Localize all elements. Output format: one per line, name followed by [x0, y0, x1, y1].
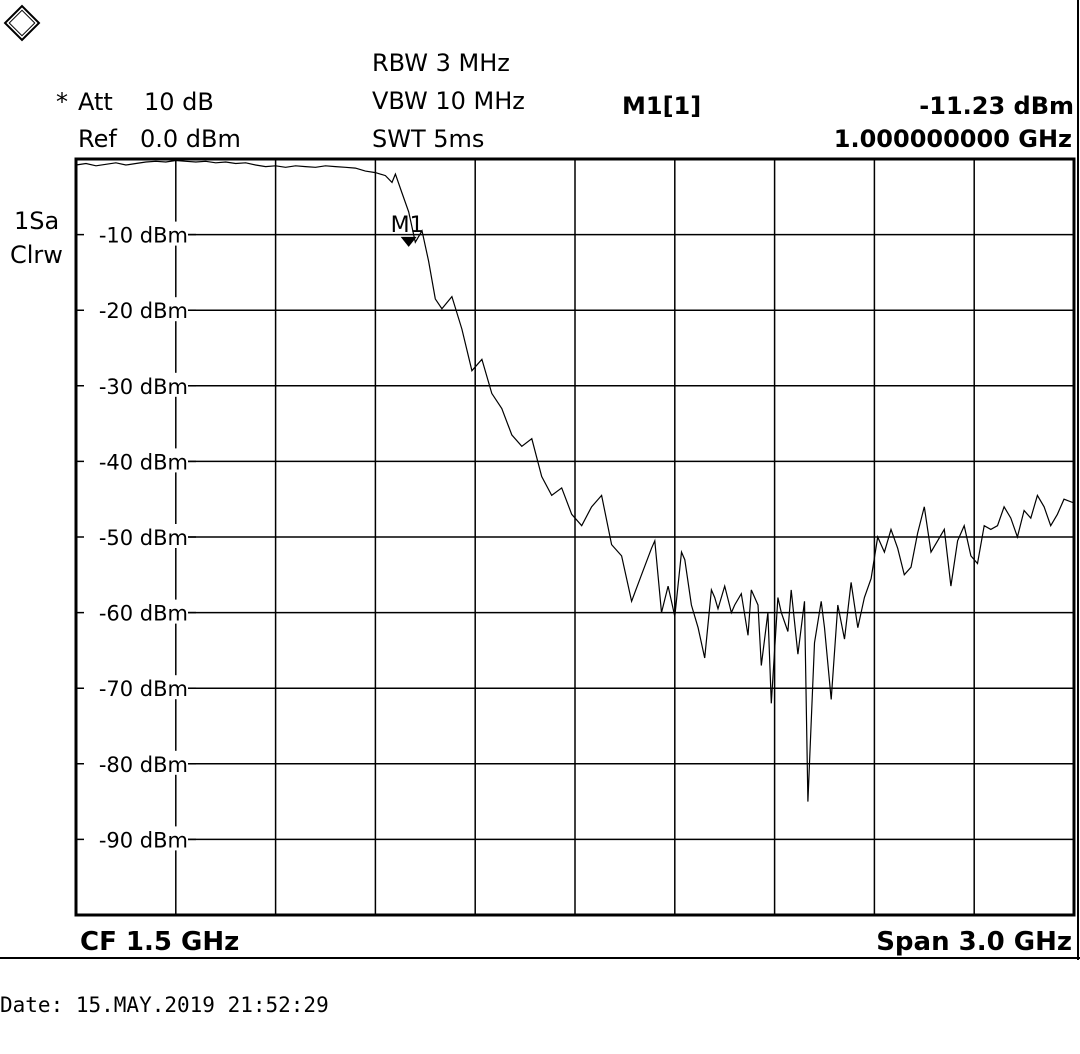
spectrum-chart: -10 dBm -20 dBm -30 dBm -40 dBm -50 dBm -60 d… — [74, 157, 1076, 917]
tick-label-background — [84, 826, 188, 851]
y-tick-label: -80 dBm — [99, 753, 188, 777]
y-tick-label: -30 dBm — [99, 375, 188, 399]
marker-triangle — [400, 236, 417, 247]
att-label: Att — [78, 88, 113, 116]
y-tick-label: -60 dBm — [99, 602, 188, 626]
tick-label-background — [84, 599, 188, 624]
tick-label-background — [84, 221, 188, 246]
marker-level: -11.23 dBm — [919, 92, 1074, 120]
rbw-setting: RBW 3 MHz — [372, 49, 510, 77]
brand-logo — [3, 4, 41, 42]
ref-value: 0.0 dBm — [140, 125, 241, 153]
tick-label-background — [84, 297, 188, 322]
center-frequency: CF 1.5 GHz — [80, 927, 240, 957]
att-value: 10 dB — [144, 88, 214, 116]
tick-label-background — [84, 448, 188, 473]
marker-frequency: 1.000000000 GHz — [833, 125, 1072, 153]
y-tick-label: -50 dBm — [99, 526, 188, 550]
y-tick-label: -90 dBm — [99, 828, 188, 852]
y-tick-label: -70 dBm — [99, 677, 188, 701]
marker-name: M1[1] — [622, 92, 702, 120]
tick-label-background — [84, 524, 188, 548]
att-star: * — [56, 88, 68, 116]
spectrum-trace — [75, 159, 1075, 802]
span-setting: Span 3.0 GHz — [876, 927, 1072, 957]
trace-mode-clrw: Clrw — [10, 241, 63, 269]
marker-label: M1 — [391, 213, 424, 238]
sweep-time: SWT 5ms — [372, 125, 485, 153]
y-tick-label: -20 dBm — [99, 299, 188, 323]
trace-mode-sa: 1Sa — [14, 207, 60, 235]
tick-label-background — [84, 372, 188, 397]
y-tick-label: -10 dBm — [99, 224, 188, 248]
tick-label-background — [84, 675, 188, 700]
y-tick-label: -40 dBm — [99, 450, 188, 474]
right-border — [1077, 0, 1079, 960]
plot-frame — [74, 157, 1076, 917]
timestamp: Date: 15.MAY.2019 21:52:29 — [0, 993, 329, 1017]
ref-label: Ref — [78, 125, 117, 153]
tick-label-background — [84, 750, 188, 775]
bottom-border — [0, 957, 1080, 959]
vbw-setting: VBW 10 MHz — [372, 87, 525, 115]
